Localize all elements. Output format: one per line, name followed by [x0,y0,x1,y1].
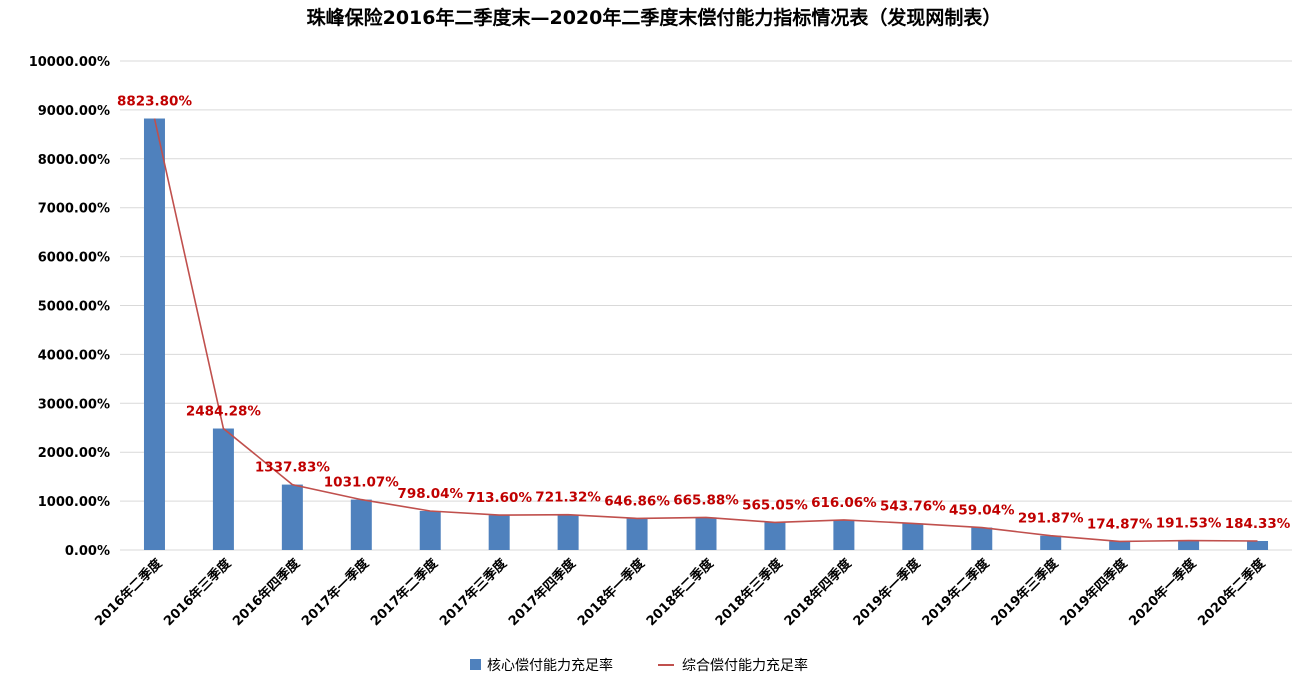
bar [833,519,855,550]
x-tick-label: 2018年二季度 [643,555,717,629]
x-tick-label: 2020年一季度 [1126,555,1200,629]
y-tick-label: 1000.00% [38,495,110,510]
data-label: 184.33% [1225,516,1291,532]
legend-line-label: 综合偿付能力充足率 [682,657,808,674]
data-label: 174.87% [1087,516,1153,532]
bar [1247,540,1269,550]
data-label: 291.87% [1018,511,1084,527]
data-label: 459.04% [949,503,1015,519]
data-label: 191.53% [1156,516,1222,532]
data-label: 713.60% [466,490,532,506]
data-label: 8823.80% [117,94,192,110]
bar [281,484,303,550]
x-tick-label: 2019年四季度 [1057,555,1131,629]
y-tick-label: 6000.00% [38,251,110,266]
data-label: 798.04% [397,486,463,502]
y-tick-label: 10000.00% [29,55,110,70]
bar [626,518,648,550]
data-label: 1031.07% [324,475,399,491]
data-label: 616.06% [811,495,877,511]
data-label: 665.88% [673,492,739,508]
x-tick-label: 2017年二季度 [367,555,441,629]
bar [419,510,441,550]
x-tick-label: 2019年二季度 [919,555,993,629]
bar [695,517,717,550]
data-label: 721.32% [535,490,601,506]
bar [488,515,510,550]
bar [902,523,924,550]
bar [212,428,234,550]
data-label: 646.86% [604,493,670,509]
y-tick-label: 5000.00% [38,300,110,315]
x-tick-label: 2018年一季度 [574,555,648,629]
x-tick-label: 2016年三季度 [161,555,235,629]
bar [1178,540,1200,550]
y-tick-label: 3000.00% [38,397,110,412]
bar [764,522,786,550]
x-tick-label: 2016年二季度 [92,555,166,629]
y-tick-label: 9000.00% [38,104,110,119]
x-tick-label: 2017年三季度 [436,555,510,629]
x-tick-label: 2018年四季度 [781,555,855,629]
x-tick-label: 2020年二季度 [1195,555,1269,629]
y-tick-label: 0.00% [65,544,110,559]
series-line [153,118,1258,543]
x-tick-label: 2016年四季度 [230,555,304,629]
y-tick-label: 4000.00% [38,348,110,363]
bar [350,499,372,550]
data-label: 1337.83% [255,460,330,476]
legend: 核心偿付能力充足率 综合偿付能力充足率 [470,657,808,674]
bar [1109,541,1131,550]
data-label: 565.05% [742,497,808,513]
x-tick-label: 2017年四季度 [505,555,579,629]
data-label: 2484.28% [186,404,261,420]
data-label: 543.76% [880,498,946,514]
bar [557,514,579,550]
x-tick-label: 2019年三季度 [988,555,1062,629]
bar [971,527,993,550]
legend-bar-label: 核心偿付能力充足率 [487,657,613,674]
bar [1040,535,1062,550]
y-tick-label: 8000.00% [38,153,110,168]
chart-title: 珠峰保险2016年二季度末—2020年二季度末偿付能力指标情况表（发现网制表） [307,6,1002,29]
bar [143,118,165,551]
y-tick-label: 2000.00% [38,446,110,461]
y-tick-label: 7000.00% [38,202,110,217]
x-tick-label: 2019年一季度 [850,555,924,629]
x-tick-label: 2018年三季度 [712,555,786,629]
legend-bar-swatch [470,659,481,670]
x-tick-label: 2017年一季度 [298,555,372,629]
